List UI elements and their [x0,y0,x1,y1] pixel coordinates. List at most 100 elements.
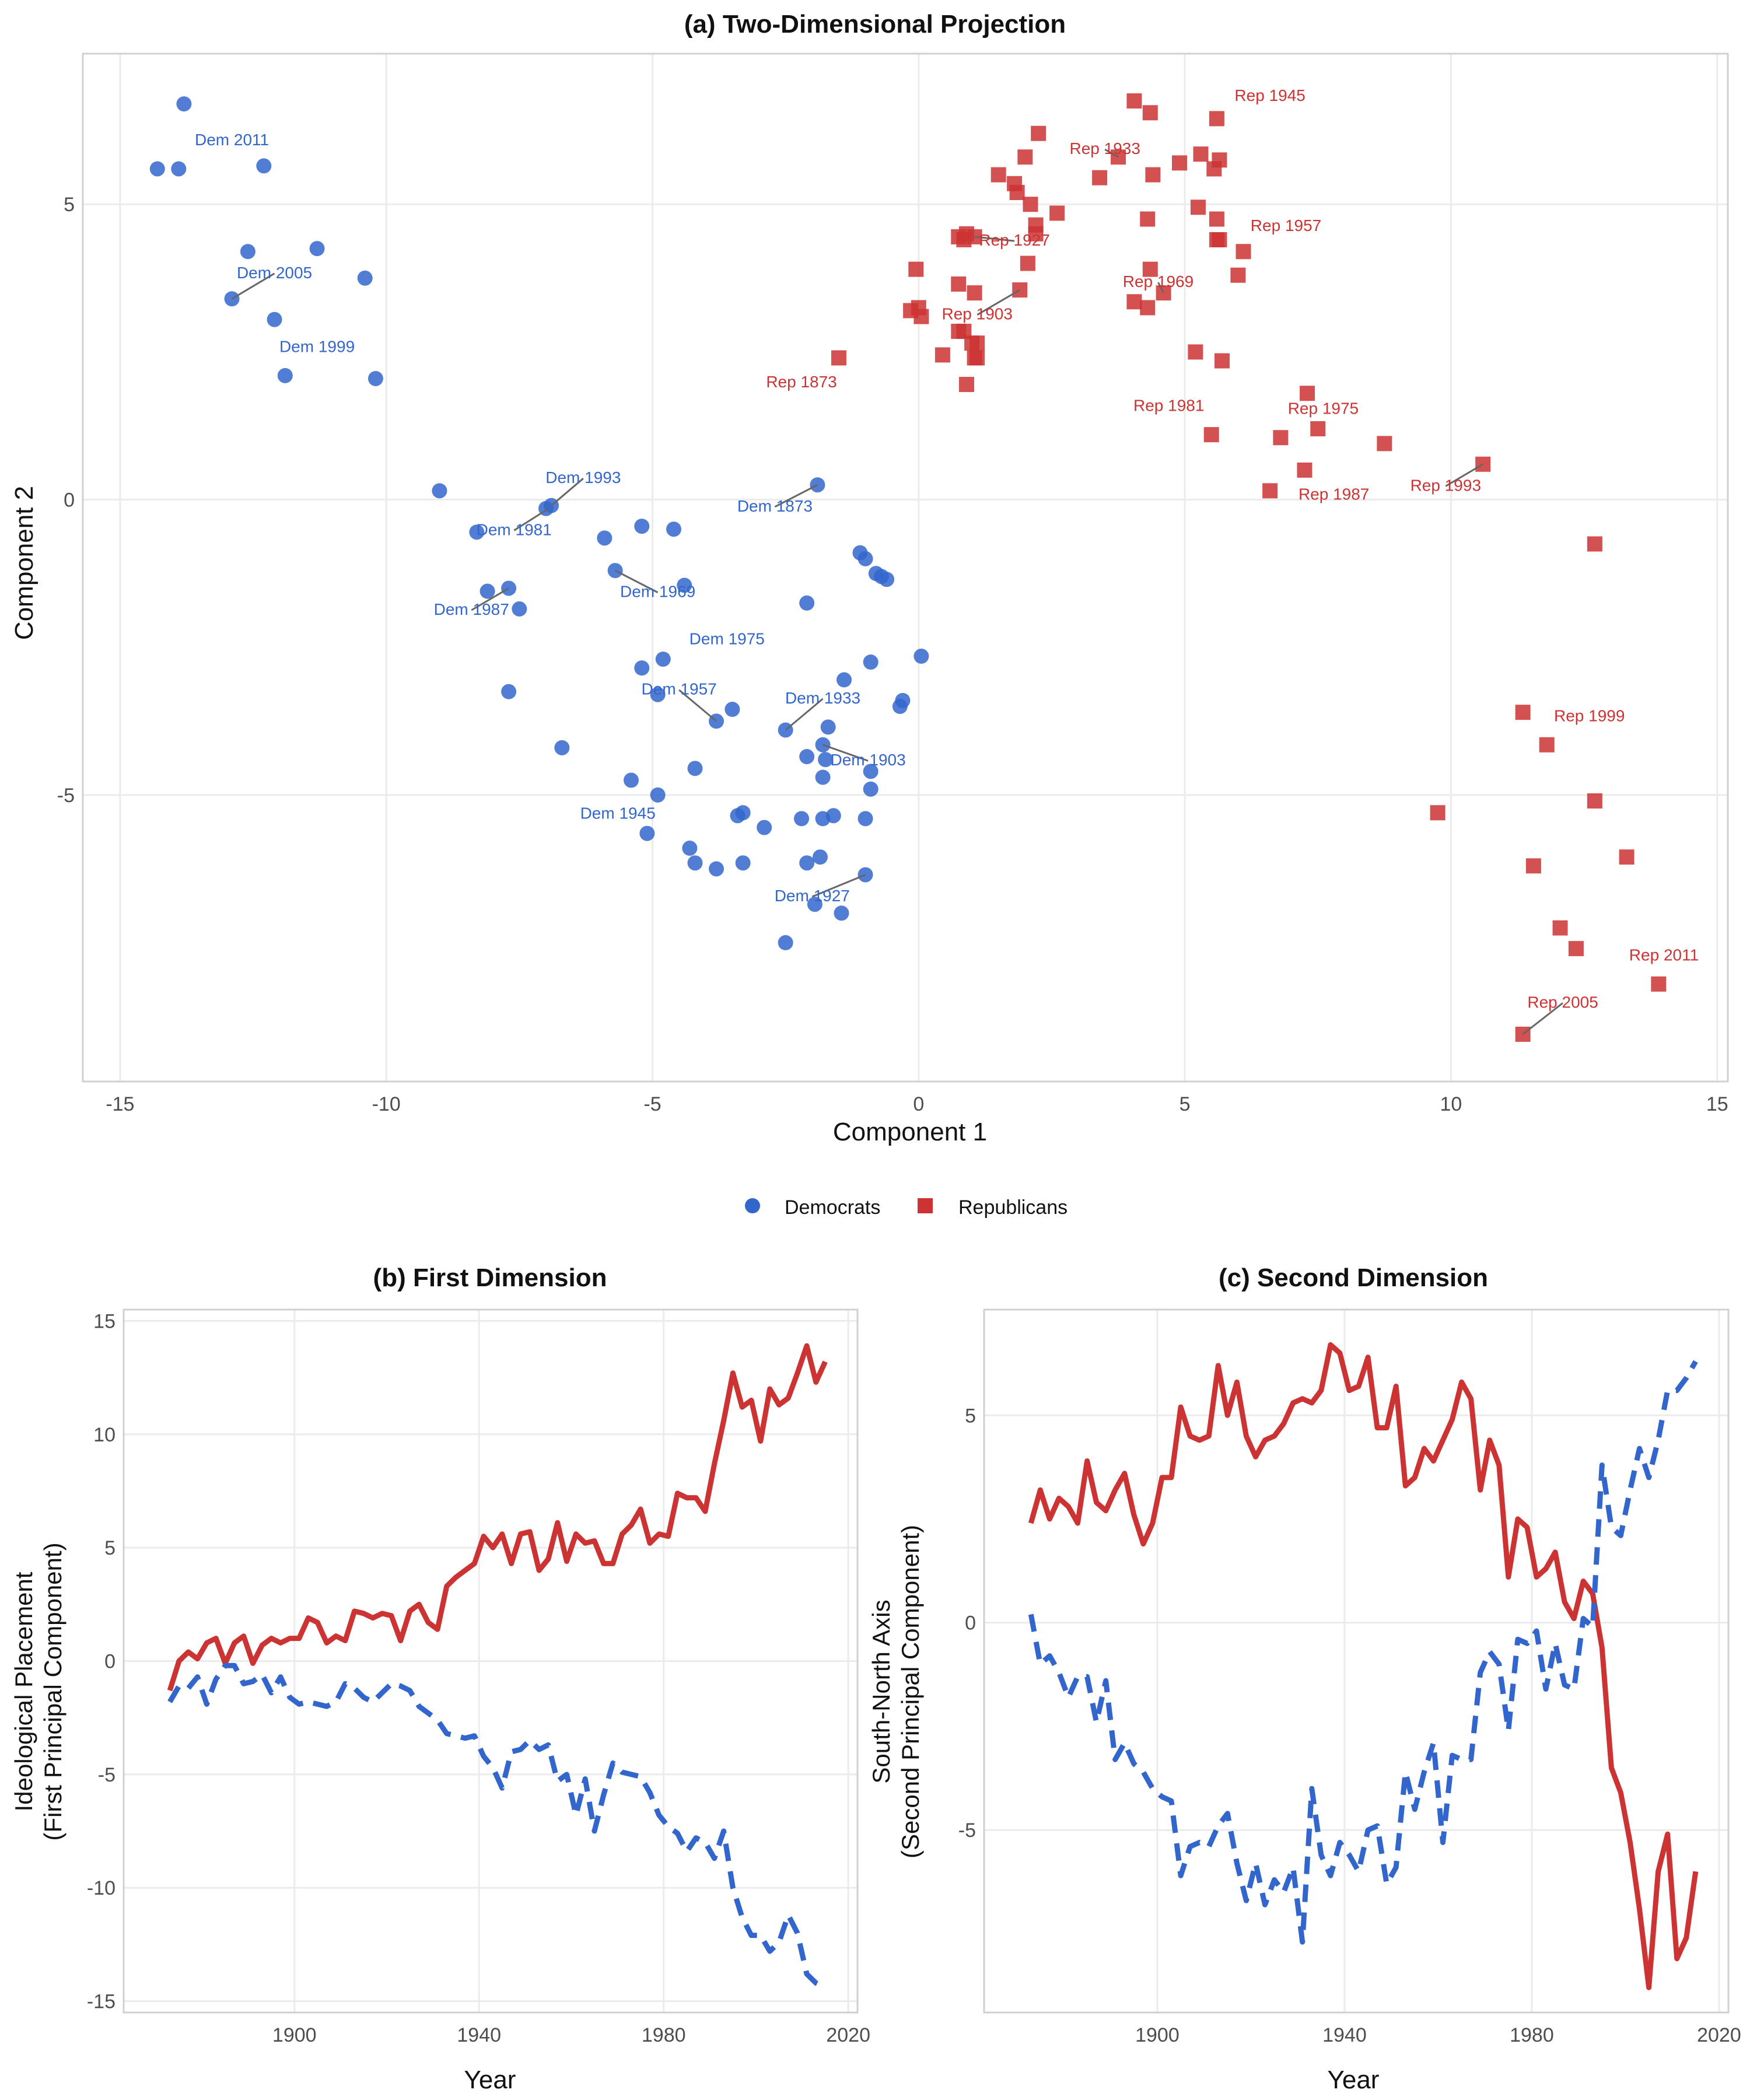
point-republicans [1126,93,1142,109]
annotation-label: Dem 1993 [545,468,621,487]
point-democrats [724,702,740,718]
panel-a-annotations: Dem 2011 Dem 2005 Dem 1999 Dem 1993 Dem 1981… [195,86,1699,1035]
x-tick-label: -15 [106,1093,134,1115]
point-democrats [730,808,746,824]
annotation-label: Dem 1903 [831,751,906,769]
point-democrats [277,368,293,383]
point-republicans [958,377,974,393]
panel-b-line: (b) First Dimension 1900 1940 1980 2020 15 10… [10,1264,870,2094]
legend: Democrats Republicans [745,1196,1068,1219]
annotation-label: Rep 1927 [979,231,1049,249]
point-republicans [1203,427,1219,443]
point-democrats [757,820,772,835]
annotation-label: Dem 1999 [279,337,355,355]
point-republicans [1297,462,1312,478]
annotation-label: Rep 2011 [1629,946,1699,964]
point-republicans [935,347,950,363]
point-democrats [149,161,165,177]
point-democrats [778,935,793,951]
panel-a-scatter: (a) Two-Dimensional Projection -15 -10 -5 0… [10,10,1729,1146]
point-democrats [256,158,272,174]
point-republicans [967,285,982,301]
y-tick-label: -5 [98,1764,116,1786]
point-republicans [831,350,846,366]
point-democrats [818,752,834,768]
point-republicans [914,309,929,324]
point-republicans [1009,184,1025,200]
point-democrats [309,241,325,257]
panel-b-xlabel: Year [464,2066,516,2094]
panel-c-lines [1028,1342,1699,1990]
annotation-leader [774,484,818,508]
panel-c-line: (c) Second Dimension 1900 1940 1980 2020 5 0 -… [867,1264,1741,2094]
panel-a-title: (a) Two-Dimensional Projection [684,10,1066,38]
point-republicans [1023,197,1038,212]
point-republicans [1619,849,1634,865]
point-democrats [836,672,852,688]
point-democrats [863,781,878,797]
point-republicans [1539,737,1555,752]
legend-republicans-label: Republicans [958,1196,1068,1219]
point-republicans [1209,111,1224,127]
point-democrats [807,897,822,912]
annotation-leader [471,587,509,611]
series-line-democrats [1028,1360,1698,1945]
point-democrats [634,660,650,676]
legend-republicans-marker [918,1198,933,1213]
point-democrats [469,524,485,540]
point-republicans [1212,152,1227,168]
annotation-leader [977,289,1020,316]
legend-democrats-label: Democrats [785,1196,880,1219]
annotation-label: Rep 1933 [1070,139,1140,158]
y-tick-label: -5 [958,1819,976,1842]
y-tick-label: 10 [93,1424,116,1446]
point-democrats [171,161,187,177]
point-republicans [1031,125,1046,141]
y-tick-label: -10 [87,1877,116,1899]
point-democrats [709,861,724,877]
annotation-label: Dem 1969 [620,583,695,601]
panel-b-ylabel: Ideological Placement(First Principal Co… [10,1542,66,1840]
ylabel-line: (Second Principal Component) [897,1525,924,1859]
annotation-label: Dem 2011 [195,131,269,149]
panel-a-ticks: -15 -10 -5 0 5 10 15 5 0 -5 [57,194,1728,1115]
point-democrats [501,684,517,699]
point-republicans [1214,353,1230,369]
panel-c-xlabel: Year [1328,2066,1380,2094]
annotation-label: Dem 1873 [737,497,813,515]
annotation-label: Rep 1993 [1410,476,1481,494]
point-democrats [687,761,703,776]
point-republicans [1515,705,1531,720]
point-democrats [267,312,282,327]
point-democrats [176,96,192,112]
x-tick-label: 5 [1180,1093,1191,1115]
point-democrats [879,572,895,587]
point-democrats [834,905,849,921]
point-republicans [1020,256,1035,271]
point-democrats [655,651,671,667]
annotation-label: Rep 1903 [942,305,1012,323]
panel-a-ylabel: Component 2 [10,486,38,640]
point-republicans [1587,793,1602,808]
point-republicans [1156,285,1171,301]
y-tick-label: 5 [965,1405,976,1427]
point-republicans [991,167,1006,183]
point-democrats [634,519,650,534]
annotation-label: Rep 1957 [1251,216,1321,235]
annotation-leader [678,689,717,722]
annotation-label: Rep 1969 [1123,272,1194,290]
point-republicans [1273,430,1289,446]
ylabel-line: South-North Axis [867,1600,895,1783]
point-republicans [1300,386,1315,401]
x-tick-label: 1900 [272,2024,317,2046]
legend-democrats-marker [745,1198,760,1213]
x-tick-label: 10 [1440,1093,1462,1115]
x-tick-label: 0 [913,1093,924,1115]
point-democrats [815,769,831,785]
point-democrats [597,530,612,546]
point-democrats [858,811,873,827]
point-democrats [799,595,815,611]
point-democrats [639,825,655,841]
ylabel-line: Ideological Placement [10,1572,37,1811]
panel-a-points [149,93,1667,1042]
